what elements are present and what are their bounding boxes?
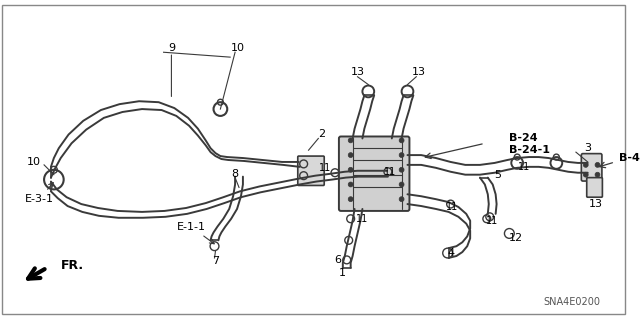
Text: 1: 1 bbox=[339, 268, 346, 278]
Circle shape bbox=[583, 172, 588, 177]
Circle shape bbox=[595, 162, 600, 167]
Text: B-4: B-4 bbox=[619, 153, 640, 163]
Text: 11: 11 bbox=[447, 202, 459, 212]
Circle shape bbox=[348, 182, 353, 187]
FancyBboxPatch shape bbox=[298, 156, 324, 185]
Text: 6: 6 bbox=[335, 255, 341, 265]
Text: SNA4E0200: SNA4E0200 bbox=[543, 297, 600, 307]
Text: 12: 12 bbox=[509, 234, 524, 243]
Text: 11: 11 bbox=[356, 214, 369, 224]
Text: 11: 11 bbox=[319, 163, 332, 173]
Text: E-3-1: E-3-1 bbox=[25, 183, 54, 204]
Text: 11: 11 bbox=[486, 216, 498, 226]
Text: 5: 5 bbox=[494, 170, 501, 180]
Text: 7: 7 bbox=[212, 256, 219, 266]
Text: 13: 13 bbox=[351, 67, 365, 77]
Text: FR.: FR. bbox=[61, 259, 84, 272]
Text: 13: 13 bbox=[589, 199, 602, 209]
Circle shape bbox=[595, 172, 600, 177]
Text: 10: 10 bbox=[28, 157, 42, 167]
FancyBboxPatch shape bbox=[339, 137, 410, 211]
Circle shape bbox=[348, 153, 353, 158]
Text: 9: 9 bbox=[168, 43, 175, 53]
Text: E-1-1: E-1-1 bbox=[177, 222, 214, 244]
Text: B-24: B-24 bbox=[509, 133, 538, 144]
Circle shape bbox=[348, 167, 353, 172]
Text: 13: 13 bbox=[412, 67, 426, 77]
Circle shape bbox=[348, 138, 353, 143]
Circle shape bbox=[399, 182, 404, 187]
Text: 3: 3 bbox=[584, 143, 591, 153]
Text: 2: 2 bbox=[317, 129, 325, 138]
Circle shape bbox=[399, 197, 404, 202]
Text: 4: 4 bbox=[447, 248, 454, 258]
Text: 8: 8 bbox=[232, 169, 239, 179]
FancyBboxPatch shape bbox=[587, 178, 602, 197]
Circle shape bbox=[399, 153, 404, 158]
Circle shape bbox=[348, 197, 353, 202]
Circle shape bbox=[583, 162, 588, 167]
Text: 10: 10 bbox=[231, 43, 245, 53]
Circle shape bbox=[399, 138, 404, 143]
Text: B-24-1: B-24-1 bbox=[509, 145, 550, 155]
Circle shape bbox=[399, 167, 404, 172]
FancyBboxPatch shape bbox=[581, 154, 602, 181]
Text: 11: 11 bbox=[518, 162, 530, 172]
Text: 11: 11 bbox=[384, 167, 396, 177]
